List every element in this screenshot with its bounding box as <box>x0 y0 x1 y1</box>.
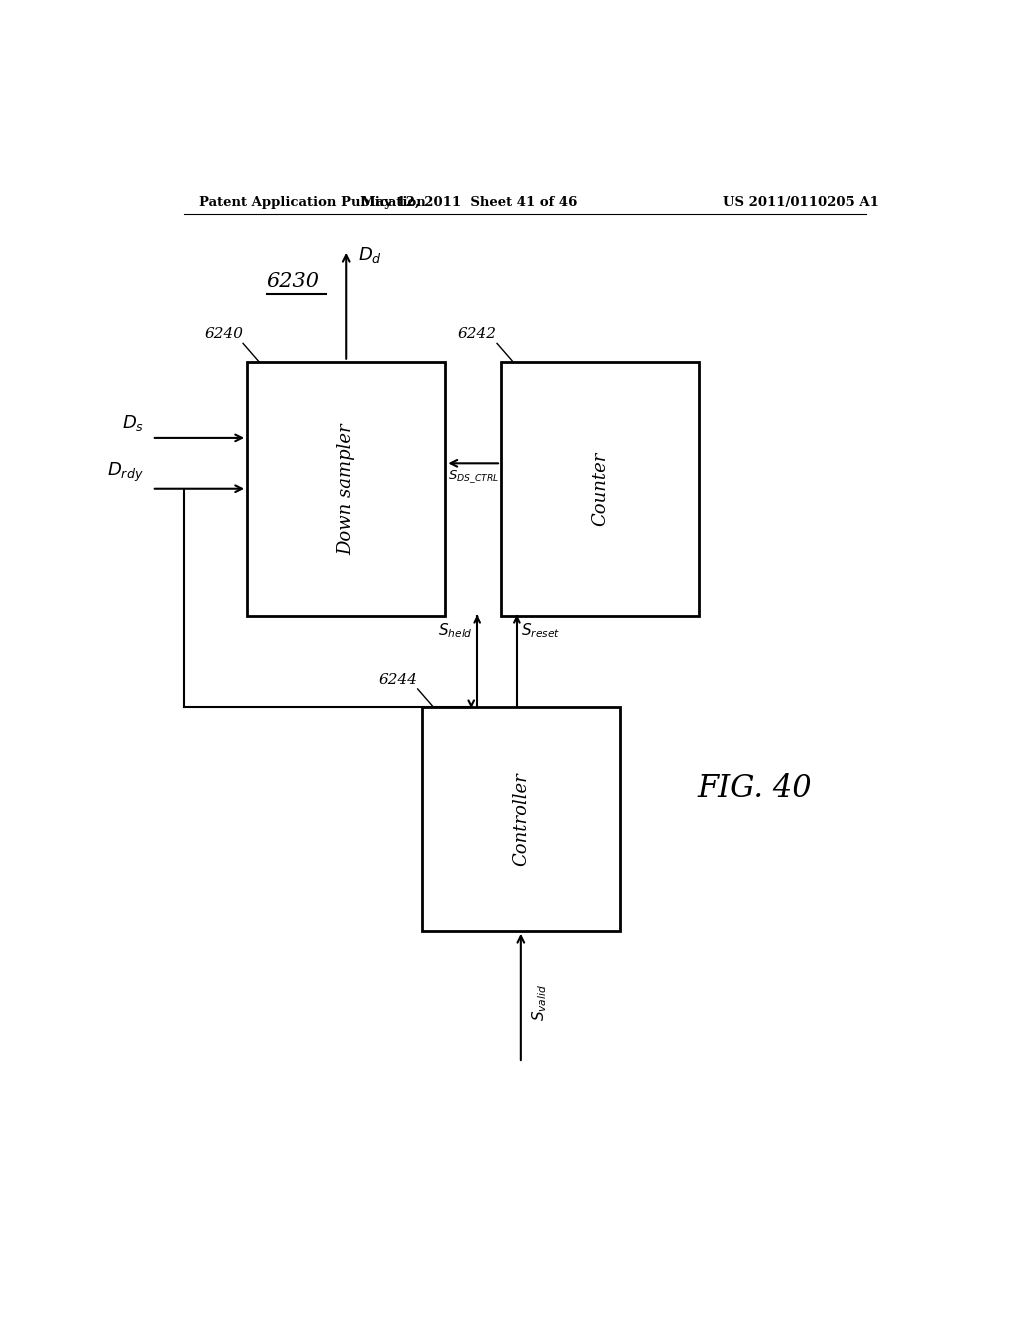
Text: 6230: 6230 <box>267 272 319 290</box>
Text: $S_{valid}$: $S_{valid}$ <box>530 983 549 1020</box>
Bar <box>247 362 445 615</box>
Text: $D_s$: $D_s$ <box>122 413 143 433</box>
Text: 6244: 6244 <box>379 673 418 686</box>
Text: $D_{rdy}$: $D_{rdy}$ <box>108 461 143 483</box>
Text: $S_{reset}$: $S_{reset}$ <box>521 620 560 640</box>
Text: $S_{DS\_CTRL}$: $S_{DS\_CTRL}$ <box>447 469 499 486</box>
Text: 6242: 6242 <box>458 327 497 342</box>
Bar <box>501 362 699 615</box>
Text: $S_{held}$: $S_{held}$ <box>438 620 473 640</box>
Text: 6240: 6240 <box>204 327 243 342</box>
Text: Counter: Counter <box>591 451 609 525</box>
Text: Down sampler: Down sampler <box>337 422 355 554</box>
Text: May 12, 2011  Sheet 41 of 46: May 12, 2011 Sheet 41 of 46 <box>361 195 578 209</box>
Text: $D_d$: $D_d$ <box>358 246 382 265</box>
Text: Patent Application Publication: Patent Application Publication <box>200 195 426 209</box>
Text: Controller: Controller <box>512 772 529 866</box>
Bar <box>422 708 621 931</box>
Text: FIG. 40: FIG. 40 <box>697 774 812 804</box>
Text: US 2011/0110205 A1: US 2011/0110205 A1 <box>723 195 879 209</box>
